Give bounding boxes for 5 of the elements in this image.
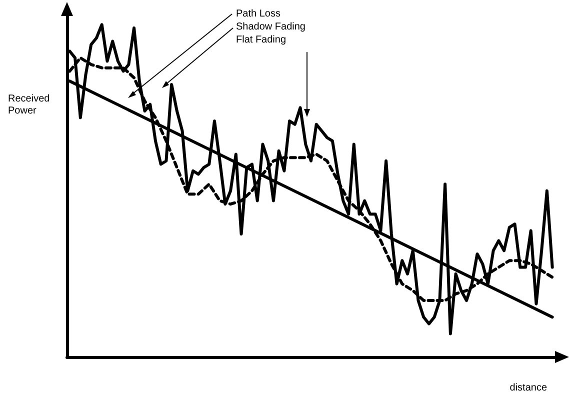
x-axis-title: distance [510, 382, 548, 394]
annotation: Shadow Fading [236, 22, 306, 32]
annotation: Flat Fading [236, 34, 286, 46]
y-axis-title: Received Power [8, 94, 52, 116]
text: Path Loss [236, 8, 280, 20]
